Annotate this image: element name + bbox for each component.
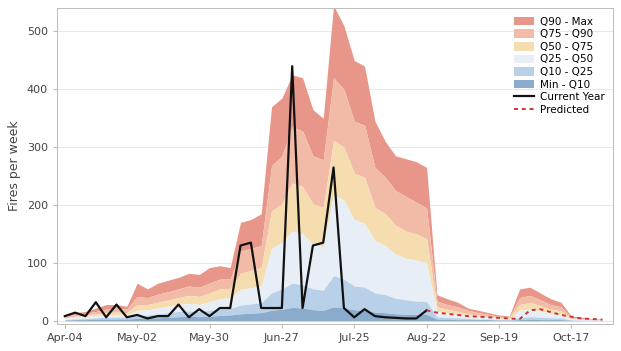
Current Year: [134, 313, 141, 317]
Predicted: [547, 310, 555, 314]
Predicted: [526, 308, 533, 312]
Predicted: [465, 314, 472, 318]
Current Year: [361, 307, 368, 311]
Predicted: [485, 315, 492, 319]
Current Year: [392, 316, 399, 320]
Current Year: [102, 315, 110, 319]
Current Year: [309, 244, 317, 248]
Current Year: [340, 306, 348, 310]
Current Year: [423, 308, 430, 312]
Current Year: [258, 306, 265, 310]
Predicted: [516, 317, 524, 321]
Predicted: [578, 316, 586, 320]
Current Year: [227, 306, 234, 310]
Predicted: [568, 314, 575, 319]
Current Year: [381, 315, 389, 319]
Current Year: [268, 306, 275, 310]
Current Year: [61, 314, 68, 318]
Current Year: [123, 315, 130, 319]
Current Year: [144, 316, 152, 320]
Predicted: [599, 318, 606, 322]
Current Year: [82, 314, 89, 318]
Predicted: [443, 312, 451, 316]
Current Year: [154, 314, 161, 318]
Predicted: [588, 317, 596, 321]
Current Year: [319, 240, 327, 245]
Current Year: [165, 314, 172, 318]
Line: Predicted: Predicted: [427, 309, 602, 320]
Predicted: [433, 311, 441, 315]
Predicted: [537, 307, 544, 311]
Predicted: [474, 314, 482, 319]
Current Year: [206, 314, 213, 318]
Predicted: [495, 316, 502, 320]
Current Year: [175, 303, 182, 307]
Current Year: [350, 315, 358, 319]
Current Year: [113, 303, 120, 307]
Predicted: [454, 313, 461, 317]
Current Year: [216, 306, 224, 310]
Predicted: [505, 316, 513, 320]
Current Year: [402, 316, 410, 320]
Current Year: [247, 240, 255, 245]
Current Year: [237, 244, 244, 248]
Current Year: [278, 306, 286, 310]
Current Year: [92, 300, 99, 304]
Y-axis label: Fires per week: Fires per week: [8, 121, 21, 211]
Predicted: [423, 308, 430, 312]
Current Year: [371, 314, 379, 318]
Current Year: [412, 316, 420, 320]
Current Year: [299, 306, 306, 310]
Legend: Q90 - Max, Q75 - Q90, Q50 - Q75, Q25 - Q50, Q10 - Q25, Min - Q10, Current Year, : Q90 - Max, Q75 - Q90, Q50 - Q75, Q25 - Q…: [510, 14, 607, 118]
Line: Current Year: Current Year: [65, 66, 427, 318]
Current Year: [289, 64, 296, 68]
Predicted: [557, 313, 564, 317]
Current Year: [330, 165, 337, 170]
Current Year: [71, 311, 79, 315]
Current Year: [196, 307, 203, 311]
Current Year: [185, 315, 193, 319]
